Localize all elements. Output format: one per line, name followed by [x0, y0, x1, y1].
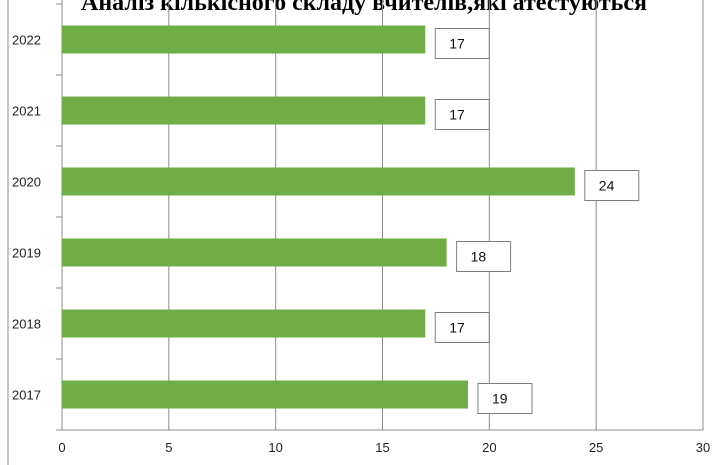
- x-tick-label: 15: [375, 440, 389, 455]
- bars: [62, 25, 575, 409]
- x-tick-label: 5: [165, 440, 172, 455]
- x-tick-label: 25: [589, 440, 603, 455]
- x-tick-label: 30: [696, 440, 710, 455]
- axes: 0 5 10 15 20 25 30 2022 2021 2020 2019 2018 2017: [7, 0, 710, 465]
- bar-2022: [62, 25, 426, 54]
- data-label-box: [584, 170, 640, 201]
- data-labels: 17 17 24 18 17 19: [434, 28, 640, 414]
- data-label: 19: [492, 391, 508, 407]
- y-tick-label: 2017: [12, 388, 41, 403]
- bar-2017: [62, 380, 468, 409]
- x-tick-label: 0: [58, 440, 65, 455]
- x-tick-label: 10: [268, 440, 282, 455]
- chart-title: Аналіз кількісного складу вчителів,які а…: [81, 0, 647, 16]
- data-label-box: [477, 383, 533, 414]
- data-label: 17: [449, 320, 465, 336]
- data-label-box: [456, 241, 512, 272]
- bar-2019: [62, 238, 447, 267]
- data-label: 24: [599, 178, 615, 194]
- data-label-box: [434, 312, 490, 343]
- y-tick-label: 2020: [12, 175, 41, 190]
- data-label: 18: [471, 249, 487, 265]
- y-tick-label: 2019: [12, 246, 41, 261]
- bar-2020: [62, 167, 575, 196]
- y-tick-label: 2021: [12, 104, 41, 119]
- data-label: 17: [449, 36, 465, 52]
- data-label: 17: [449, 107, 465, 123]
- data-label-box: [434, 99, 490, 130]
- y-tick-label: 2022: [12, 33, 41, 48]
- x-tick-label: 20: [482, 440, 496, 455]
- data-label-box: [434, 28, 490, 59]
- gridlines: [168, 0, 704, 430]
- bar-2018: [62, 309, 426, 338]
- y-tick-label: 2018: [12, 317, 41, 332]
- bar-2021: [62, 96, 426, 125]
